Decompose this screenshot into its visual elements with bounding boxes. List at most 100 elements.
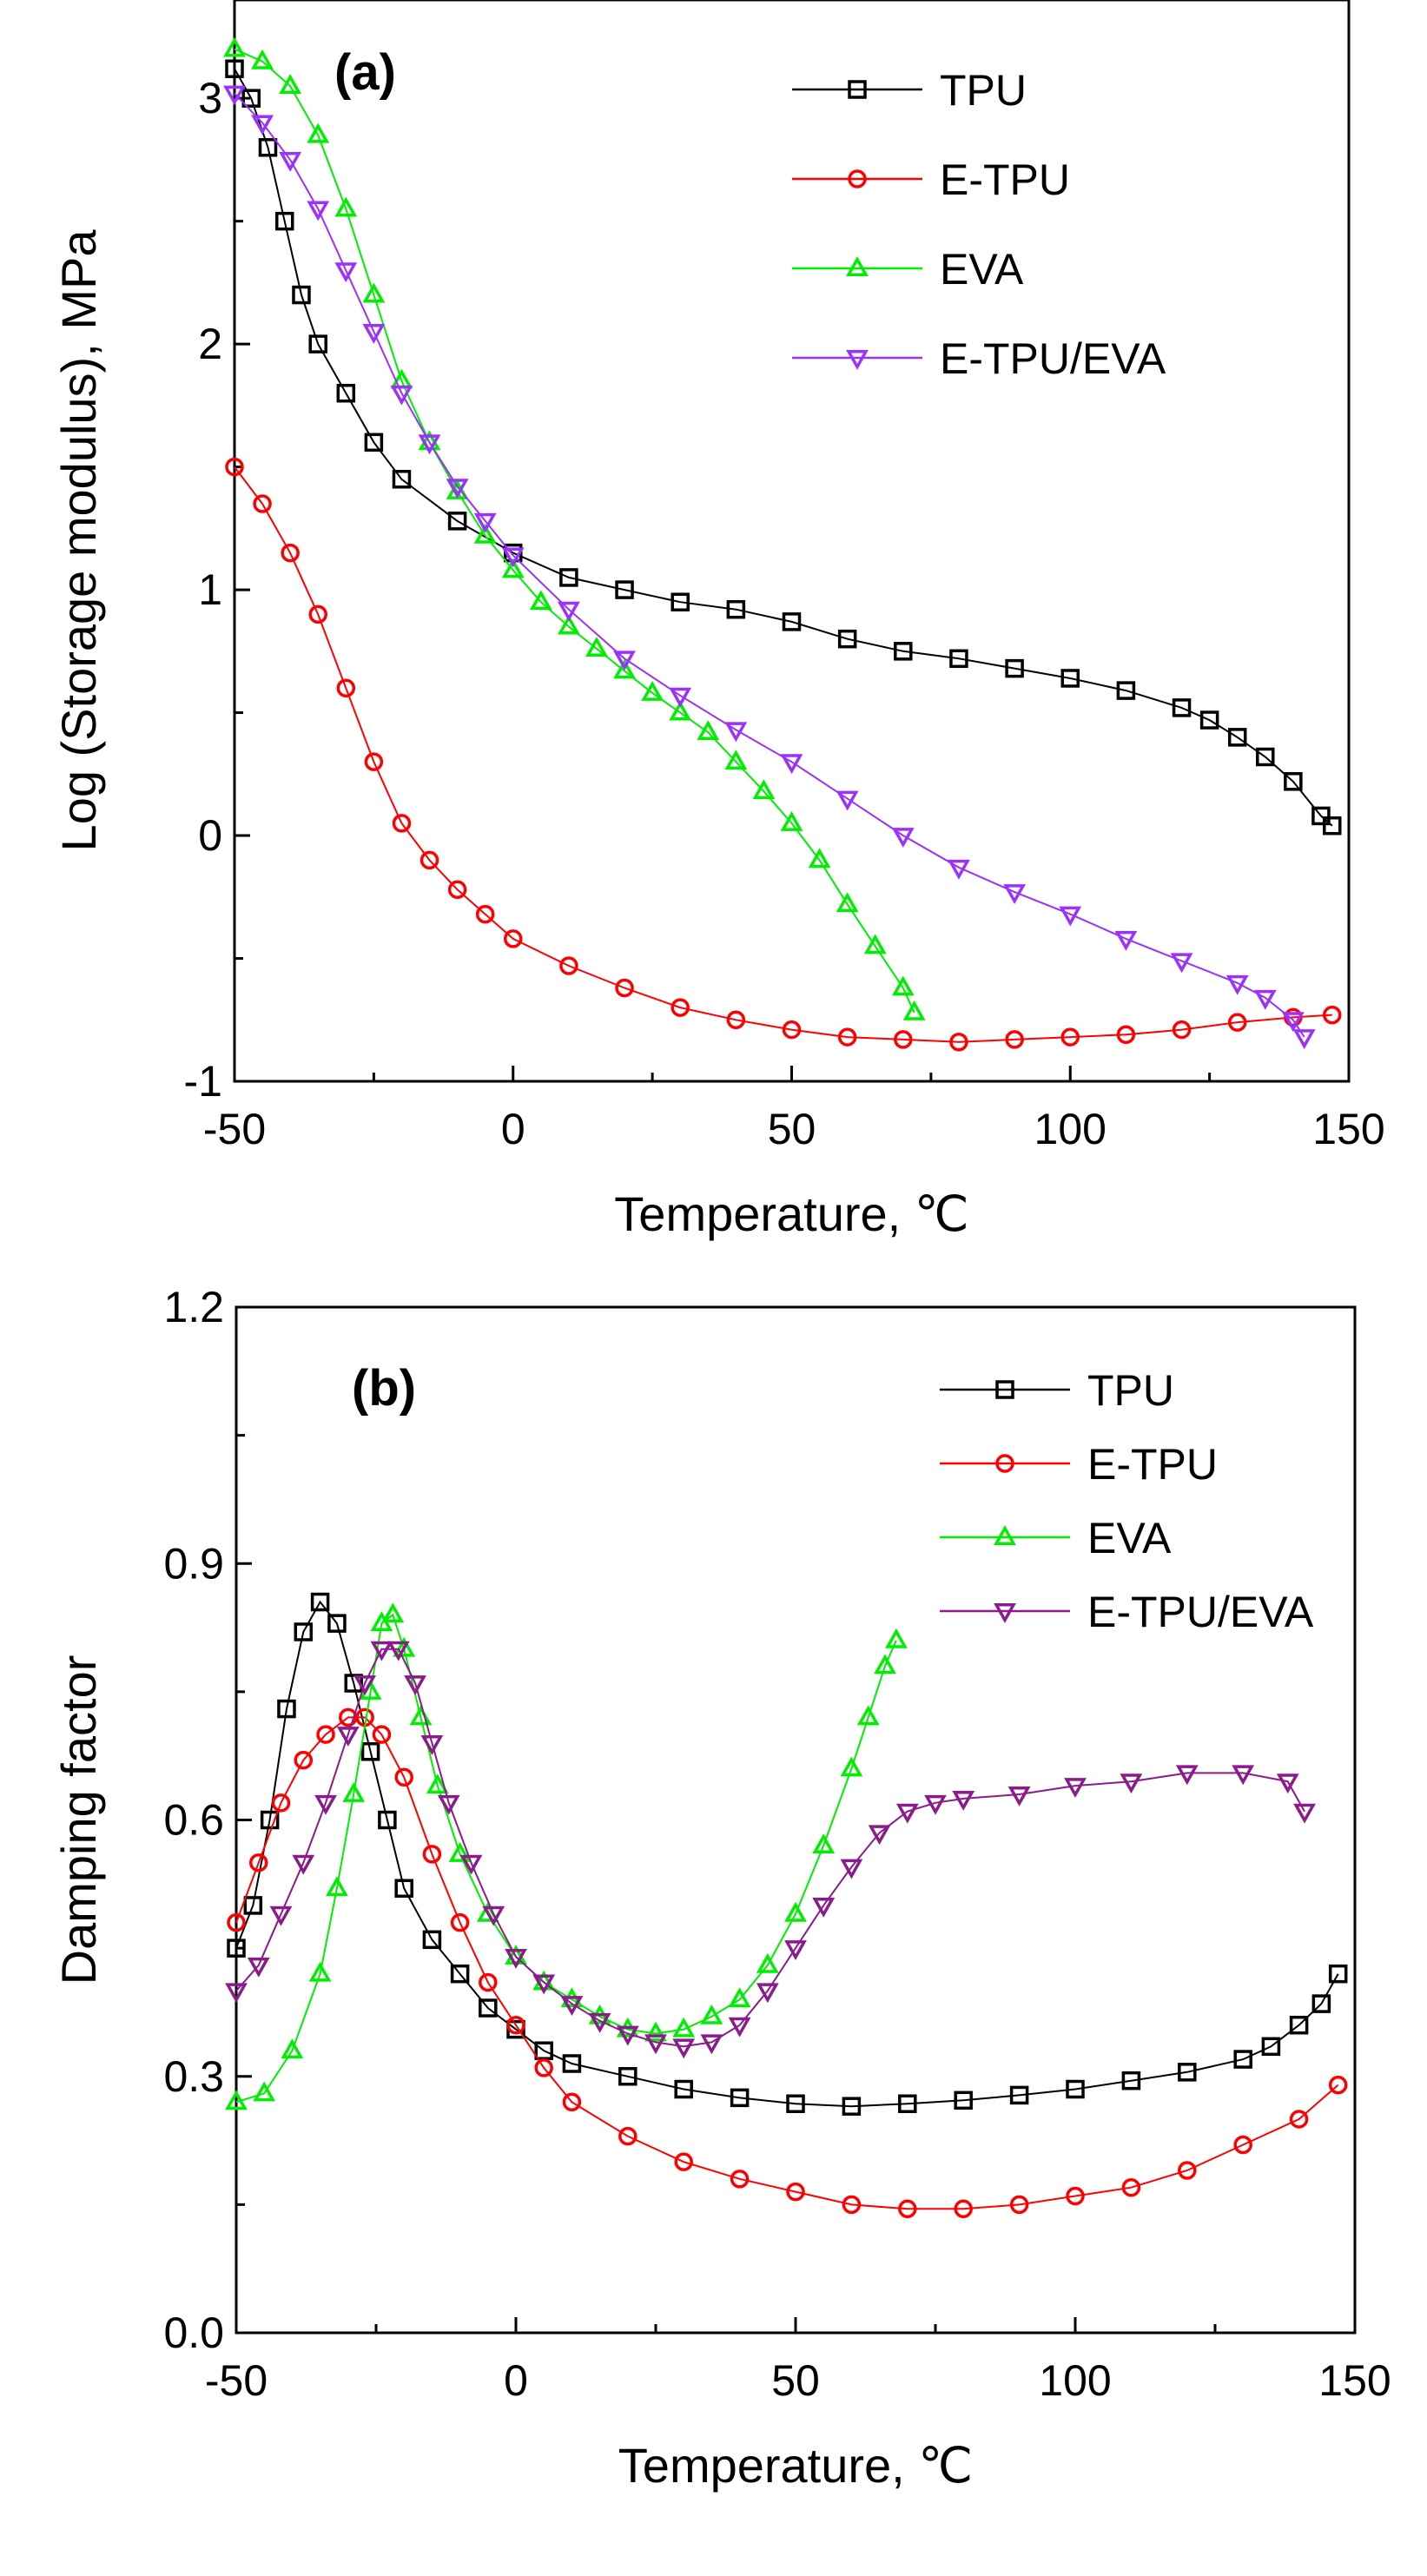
data-point [269,1906,293,1926]
data-point [447,880,467,900]
panel-b: -50 0 50 100 150 0.0 0.3 0.6 0.9 1.2 Temperature, … [51,1283,1391,2493]
data-point [784,1940,807,1961]
data-point [450,1964,470,1984]
data-point [393,1636,416,1657]
series-e-tpu [227,1707,1348,2219]
data-point [837,1027,857,1047]
data-point [529,590,552,611]
data-point [949,1032,968,1052]
series-e-tpu-eva [225,1641,1316,2059]
data-point [1289,2110,1309,2129]
y-tick-label: -1 [184,1057,222,1106]
data-point [863,934,887,954]
data-point [308,334,327,353]
data-point [253,494,272,513]
legend-marker [848,80,867,99]
data-point [1293,1803,1316,1824]
data-point [1066,2186,1085,2206]
data-point [1328,1964,1348,1984]
data-point [726,1010,746,1030]
data-point [475,904,495,924]
data-point [1227,1013,1247,1032]
data-point [615,978,634,998]
data-point [505,1949,527,1969]
data-point [894,1030,913,1049]
data-point [223,85,246,106]
data-point [728,2017,751,2038]
data-point [473,512,497,533]
series-e-tpu-eva [223,85,1316,1049]
data-point [390,385,413,406]
data-point [1199,710,1219,730]
legend-label: TPU [940,66,1027,115]
data-point [1121,2071,1141,2091]
data-point [394,1767,413,1787]
data-point [644,2034,667,2055]
data-point [613,651,636,671]
data-point [756,1952,779,1973]
data-point [1323,816,1342,836]
data-point [247,1957,270,1978]
data-point [392,470,412,489]
data-point [1116,681,1136,700]
y-tick-label: 1.2 [163,1283,224,1331]
series-line [234,92,1305,1038]
data-point [334,262,358,283]
data-point [1178,2063,1197,2082]
series-tpu [227,1592,1348,2116]
data-point [558,601,580,622]
data-point [559,568,578,587]
data-point [274,211,294,231]
x-tick-label: 150 [1318,2356,1391,2405]
data-point [868,1825,891,1846]
data-point [726,599,746,619]
legend-label: E-TPU [940,155,1070,204]
legend-marker [848,169,867,188]
legend-marker [995,1380,1014,1399]
data-point [895,1803,919,1824]
y-tick-label: 3 [198,74,222,122]
data-point [307,122,330,143]
data-point [271,1793,291,1813]
data-point [669,687,692,708]
data-point [618,2067,638,2086]
data-point [671,592,690,611]
data-point [724,722,748,743]
data-point [562,2054,582,2073]
data-point [249,1853,268,1873]
data-point [837,629,857,649]
data-point [534,2058,553,2077]
data-point [808,848,831,869]
x-axis-title: Temperature, ℃ [618,2438,973,2493]
series-line [235,1613,897,2104]
data-point [752,779,776,800]
data-point [954,2091,973,2110]
data-point [1323,1005,1342,1025]
data-point [336,1727,360,1747]
legend-marker [995,1454,1014,1473]
data-point [840,1859,863,1879]
data-point [506,2015,525,2035]
data-point [700,2034,723,2055]
data-point [450,1912,470,1932]
data-point [364,433,384,452]
x-tick-label: 0 [501,1105,525,1153]
data-point [812,1897,836,1918]
data-point [1060,1027,1080,1047]
data-point [277,1699,296,1719]
data-point [426,1773,449,1794]
data-point [310,1592,330,1612]
data-point [422,1930,442,1950]
data-point [700,2004,723,2024]
data-point [674,2152,693,2171]
data-point [370,1641,393,1661]
legend-label: TPU [1087,1366,1174,1415]
data-point [420,1734,444,1755]
data-point [473,523,497,544]
data-point [558,614,580,635]
legend-label: EVA [940,245,1024,294]
data-point [894,642,913,661]
data-point [1175,1765,1199,1786]
y-tick-label: 0 [198,811,222,860]
data-point [504,929,523,948]
